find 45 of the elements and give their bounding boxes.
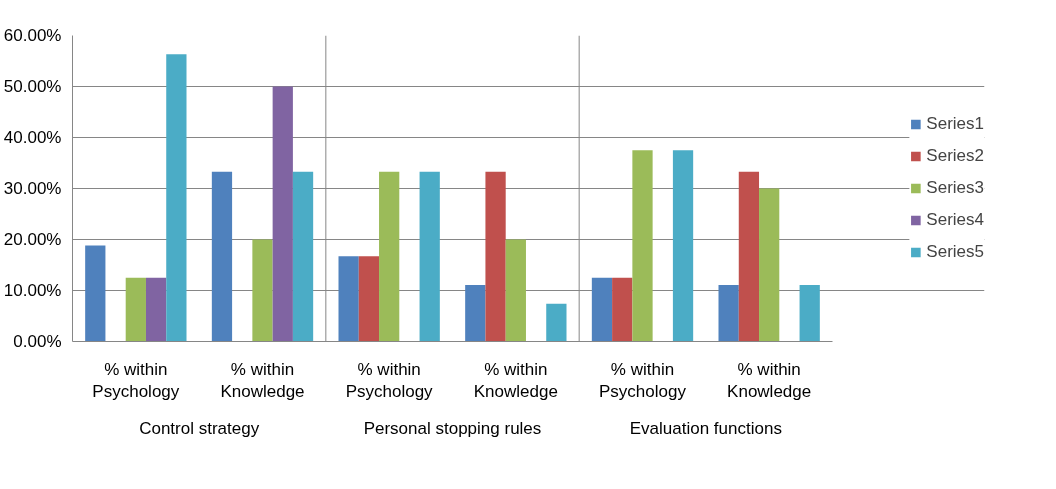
- text: Evaluation functions: [629, 418, 782, 438]
- x-tick-label: % within Psychology: [599, 359, 687, 402]
- bar: [272, 86, 293, 342]
- bar: [546, 303, 567, 342]
- legend-label: Series3: [926, 178, 984, 198]
- bar: [379, 171, 400, 342]
- bar: [738, 171, 760, 342]
- text: Control strategy: [139, 418, 260, 438]
- legend-label: Series5: [926, 242, 984, 262]
- y-tick-label: 10.00%: [3, 281, 62, 300]
- bar: [718, 284, 739, 342]
- x-tick-label: % within Psychology: [345, 359, 434, 402]
- legend-label: Series2: [926, 146, 984, 166]
- bar: [799, 284, 820, 342]
- bar: [612, 277, 633, 342]
- bar: [485, 171, 506, 342]
- bar: [591, 277, 613, 342]
- bar: [292, 171, 314, 342]
- bar: [465, 284, 486, 342]
- y-tick-label: 50.00%: [3, 77, 62, 96]
- bar: [125, 277, 146, 342]
- legend-label: Series1: [926, 114, 984, 134]
- bar: [211, 171, 233, 342]
- bar: [759, 188, 780, 342]
- x-tick-label: % within Knowledge: [473, 359, 558, 402]
- text: Personal stopping rules: [363, 418, 542, 438]
- bar: [419, 171, 440, 342]
- bar: [85, 245, 106, 342]
- x-tick-label: % within Knowledge: [727, 359, 812, 402]
- bar: [358, 256, 380, 342]
- y-tick-label: 40.00%: [3, 128, 62, 147]
- x-tick-label: % within Psychology: [92, 359, 180, 402]
- bar: [166, 54, 187, 342]
- bar: [505, 239, 526, 342]
- bar: [632, 150, 653, 342]
- y-tick-label: 60.00%: [3, 26, 62, 45]
- x-tick-label: % within Knowledge: [220, 359, 305, 402]
- y-tick-label: 20.00%: [3, 230, 62, 249]
- bar: [252, 239, 273, 342]
- y-tick-label: 30.00%: [3, 179, 62, 198]
- legend-label: Series4: [926, 210, 984, 230]
- bar: [145, 277, 167, 342]
- bar: [338, 256, 359, 342]
- bar: [672, 150, 694, 342]
- y-tick-label: 0.00%: [13, 332, 62, 351]
